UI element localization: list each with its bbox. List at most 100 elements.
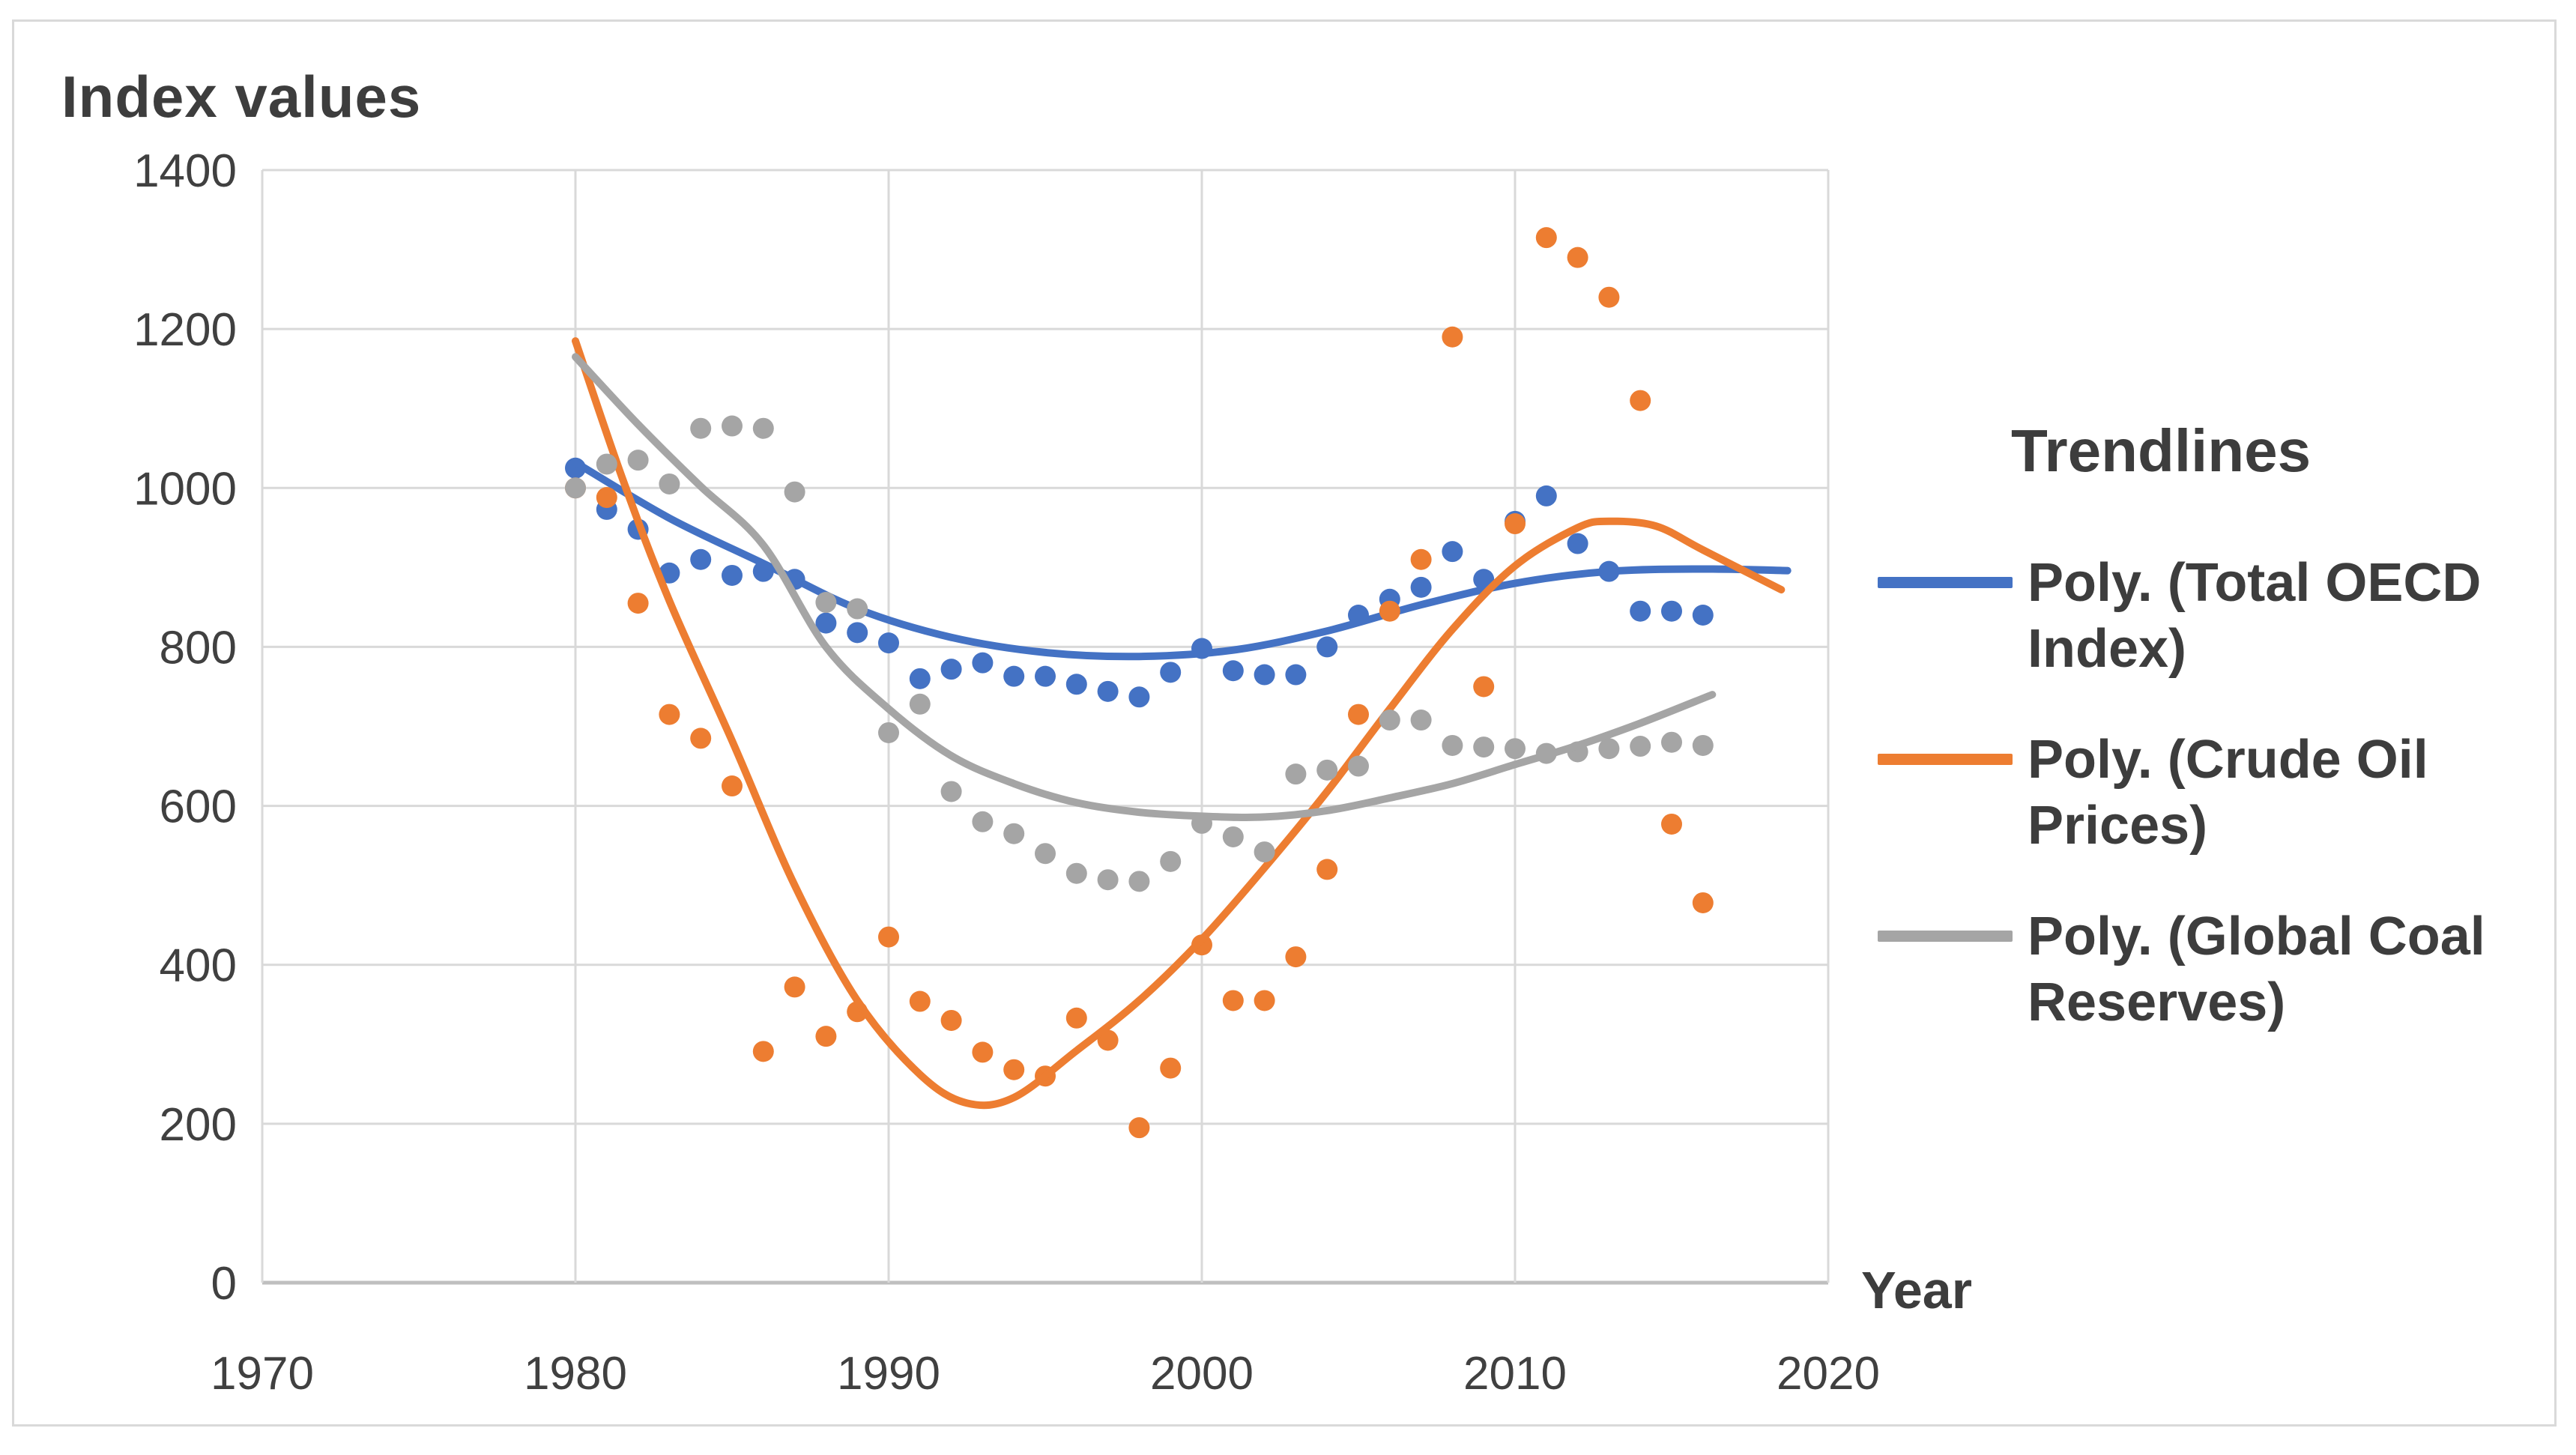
legend-label: Poly. (Total OECD Index) <box>2028 553 2482 679</box>
y-tick-label: 1400 <box>133 145 237 197</box>
legend-title: Trendlines <box>2011 417 2312 484</box>
data-point-total-oecd-index <box>878 632 899 654</box>
y-tick-label: 200 <box>160 1099 237 1151</box>
legend: Trendlines Poly. (Total OECD Index) Poly… <box>1878 417 2552 1080</box>
x-tick-label: 1980 <box>524 1348 627 1400</box>
data-point-crude-oil-prices <box>1473 676 1495 698</box>
data-point-total-oecd-index <box>1567 533 1588 554</box>
data-point-crude-oil-prices <box>627 593 649 614</box>
data-point-crude-oil-prices <box>1348 704 1369 725</box>
data-point-crude-oil-prices <box>878 926 899 948</box>
data-point-global-coal-reserves <box>1692 734 1714 756</box>
data-point-crude-oil-prices <box>1160 1057 1182 1079</box>
data-point-global-coal-reserves <box>1222 826 1244 847</box>
data-point-crude-oil-prices <box>815 1026 837 1047</box>
chart-frame <box>12 19 2557 1427</box>
data-point-crude-oil-prices <box>1410 548 1432 570</box>
data-point-crude-oil-prices <box>1285 946 1307 968</box>
data-point-crude-oil-prices <box>1379 600 1400 622</box>
y-tick-label: 400 <box>160 940 237 992</box>
data-point-total-oecd-index <box>1065 674 1087 695</box>
data-point-crude-oil-prices <box>1630 390 1651 411</box>
data-point-global-coal-reserves <box>972 811 994 832</box>
data-point-global-coal-reserves <box>1254 841 1275 863</box>
data-point-global-coal-reserves <box>1379 710 1400 731</box>
data-point-crude-oil-prices <box>1598 286 1620 308</box>
data-point-crude-oil-prices <box>722 775 743 797</box>
data-point-crude-oil-prices <box>752 1041 774 1062</box>
x-tick-label: 2020 <box>1777 1348 1880 1400</box>
data-point-global-coal-reserves <box>1410 710 1432 731</box>
data-point-global-coal-reserves <box>784 481 805 503</box>
data-point-total-oecd-index <box>1097 680 1119 702</box>
data-point-total-oecd-index <box>1254 664 1275 686</box>
legend-item: Poly. (Global Coal Reserves) <box>1878 904 2552 1035</box>
data-point-crude-oil-prices <box>1065 1007 1087 1029</box>
data-point-crude-oil-prices <box>1442 326 1463 348</box>
data-point-global-coal-reserves <box>909 693 931 715</box>
data-point-crude-oil-prices <box>1316 859 1338 880</box>
trendline-crude-oil-prices <box>572 337 1786 1110</box>
data-point-global-coal-reserves <box>815 592 837 614</box>
data-point-total-oecd-index <box>815 612 837 634</box>
data-point-total-oecd-index <box>722 564 743 586</box>
data-point-global-coal-reserves <box>878 722 899 743</box>
legend-label: Poly. (Global Coal Reserves) <box>2028 907 2485 1032</box>
data-point-crude-oil-prices <box>1567 246 1588 268</box>
data-point-global-coal-reserves <box>1065 862 1087 884</box>
data-point-crude-oil-prices <box>596 487 617 509</box>
y-tick-label: 600 <box>160 781 237 833</box>
data-point-global-coal-reserves <box>752 417 774 439</box>
data-point-global-coal-reserves <box>1160 850 1182 872</box>
data-point-crude-oil-prices <box>1003 1059 1025 1080</box>
y-tick-label: 800 <box>160 622 237 674</box>
data-point-global-coal-reserves <box>1505 738 1526 760</box>
data-point-total-oecd-index <box>1535 485 1557 506</box>
data-point-total-oecd-index <box>1222 660 1244 682</box>
data-point-global-coal-reserves <box>847 598 868 620</box>
x-tick-label: 1990 <box>837 1348 940 1400</box>
data-point-total-oecd-index <box>1003 665 1025 687</box>
y-tick-label: 0 <box>211 1258 237 1310</box>
data-point-global-coal-reserves <box>1097 869 1119 891</box>
legend-item: Poly. (Crude Oil Prices) <box>1878 727 2552 859</box>
data-point-crude-oil-prices <box>909 990 931 1012</box>
data-point-global-coal-reserves <box>565 477 586 499</box>
data-point-global-coal-reserves <box>596 453 617 475</box>
y-axis-title: Index values <box>61 64 422 130</box>
data-point-crude-oil-prices <box>1661 813 1682 835</box>
data-point-total-oecd-index <box>1661 600 1682 622</box>
data-point-crude-oil-prices <box>1222 990 1244 1011</box>
data-point-global-coal-reserves <box>1003 823 1025 844</box>
data-point-crude-oil-prices <box>972 1041 994 1063</box>
data-point-global-coal-reserves <box>1285 763 1307 785</box>
data-point-global-coal-reserves <box>1473 736 1495 758</box>
data-point-crude-oil-prices <box>1535 227 1557 249</box>
trendline-total-oecd-index <box>572 459 1792 661</box>
y-tick-label: 1200 <box>133 304 237 356</box>
data-point-total-oecd-index <box>940 659 962 680</box>
data-point-total-oecd-index <box>690 548 712 570</box>
trendline-swatch-coal <box>1878 931 2013 942</box>
data-point-total-oecd-index <box>1285 664 1307 686</box>
data-point-total-oecd-index <box>1410 576 1432 598</box>
x-tick-label: 1970 <box>211 1348 314 1400</box>
data-point-global-coal-reserves <box>1316 759 1338 781</box>
y-tick-label: 1000 <box>133 463 237 515</box>
data-point-crude-oil-prices <box>690 728 712 749</box>
data-point-total-oecd-index <box>972 652 994 674</box>
data-point-global-coal-reserves <box>627 450 649 471</box>
data-point-crude-oil-prices <box>1128 1117 1150 1139</box>
legend-item: Poly. (Total OECD Index) <box>1878 550 2552 682</box>
data-point-total-oecd-index <box>1442 541 1463 563</box>
data-point-total-oecd-index <box>1160 662 1182 683</box>
data-point-global-coal-reserves <box>1348 755 1369 777</box>
data-point-global-coal-reserves <box>659 473 680 494</box>
data-point-global-coal-reserves <box>690 417 712 439</box>
legend-label: Poly. (Crude Oil Prices) <box>2028 730 2428 856</box>
data-point-crude-oil-prices <box>659 704 680 725</box>
data-point-total-oecd-index <box>1316 636 1338 658</box>
trendline-swatch-oecd <box>1878 577 2013 588</box>
data-point-total-oecd-index <box>1128 686 1150 708</box>
